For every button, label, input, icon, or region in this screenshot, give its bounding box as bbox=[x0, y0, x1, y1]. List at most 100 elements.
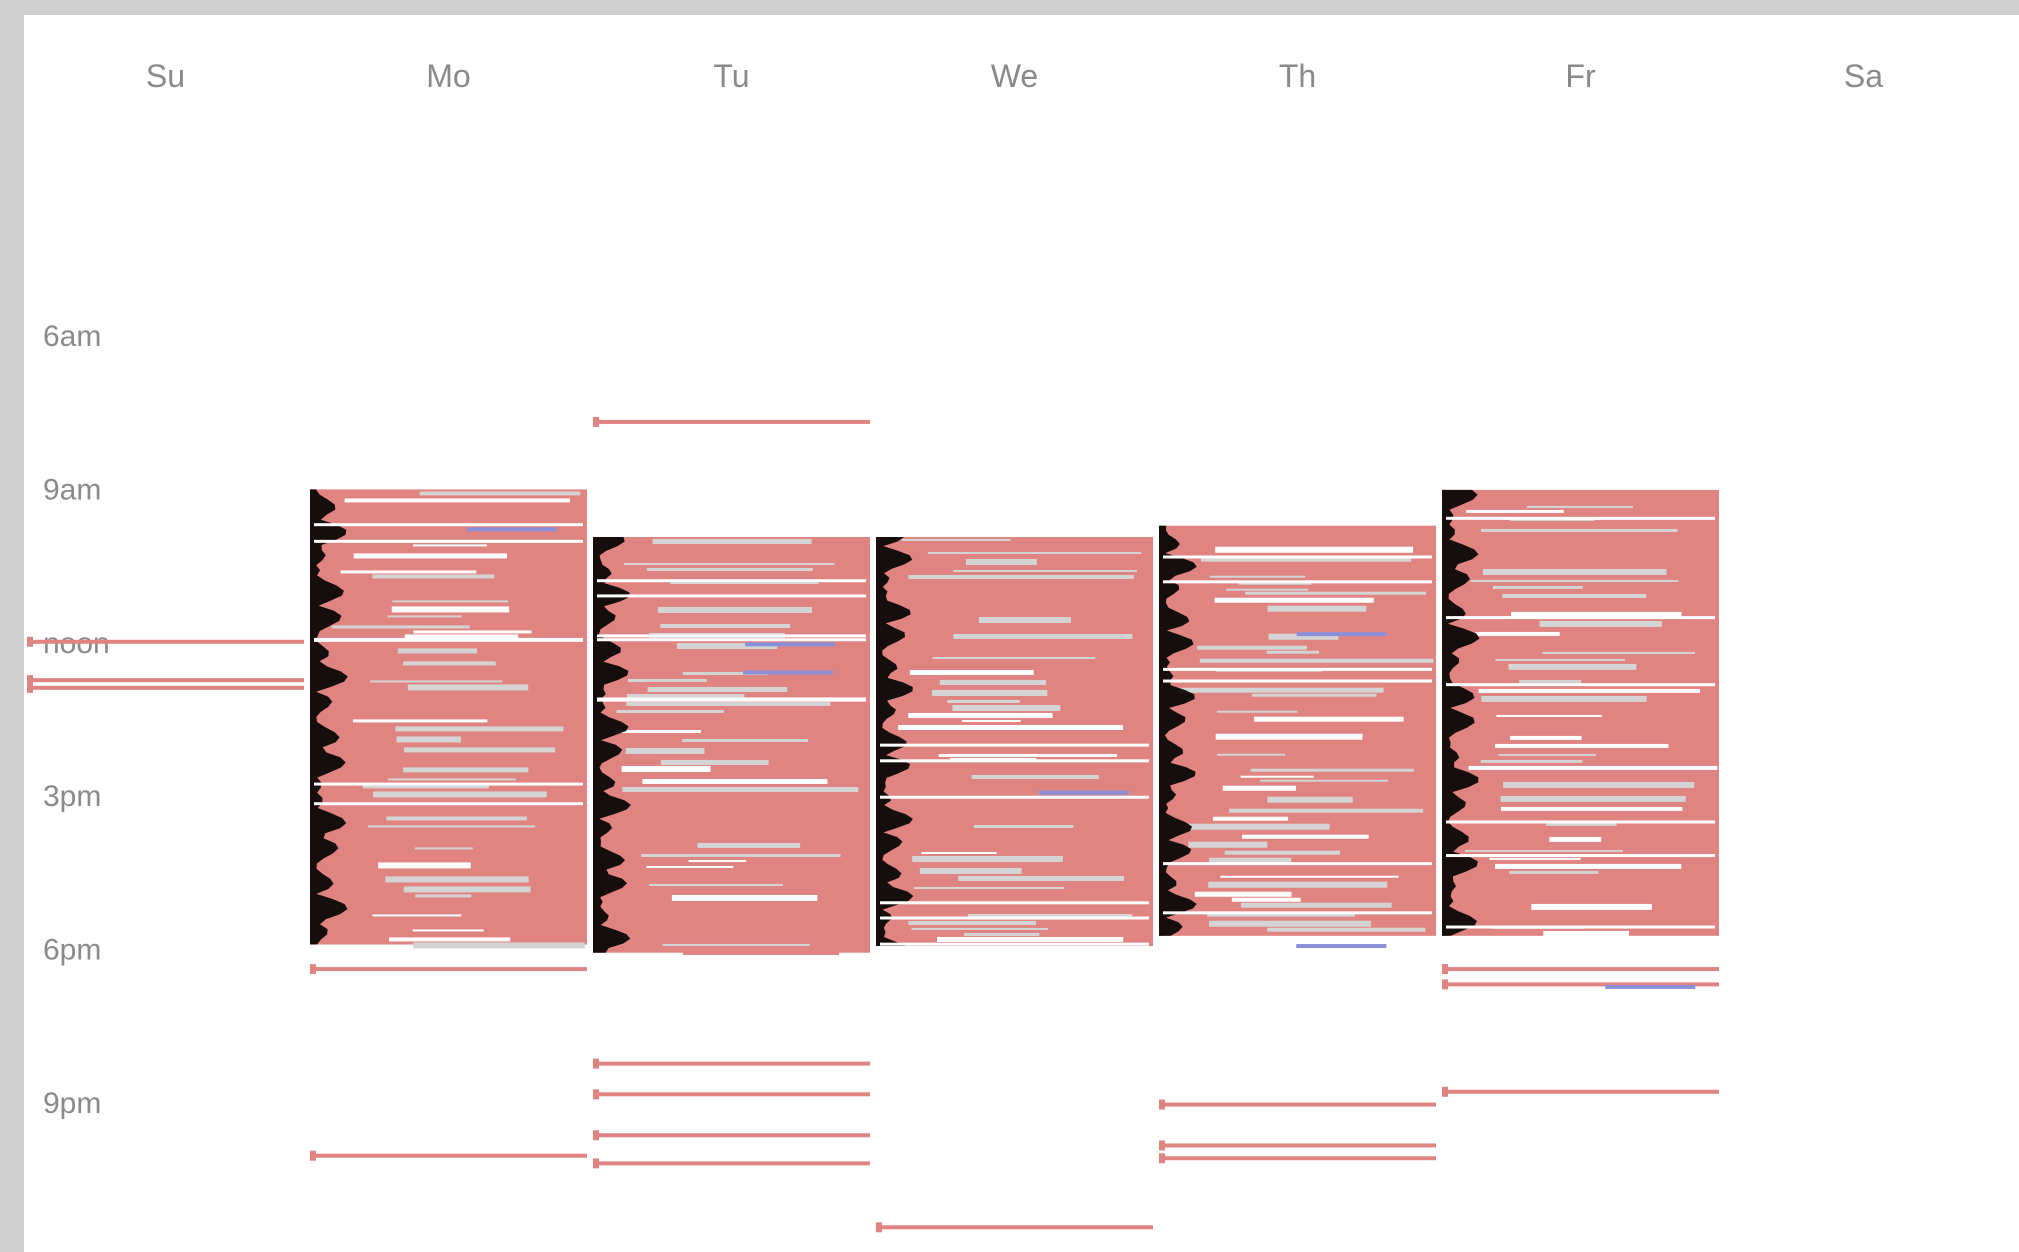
session-bar bbox=[1466, 509, 1564, 513]
session-bar bbox=[1513, 774, 1700, 781]
session-bar bbox=[399, 562, 565, 567]
session-bar bbox=[340, 570, 477, 574]
gap-line bbox=[314, 638, 583, 642]
session-bar bbox=[910, 791, 1053, 797]
gap-line bbox=[1446, 683, 1715, 687]
session-bar bbox=[625, 747, 705, 754]
gap-line bbox=[880, 942, 1149, 946]
session-line-mo bbox=[310, 967, 587, 972]
session-bar bbox=[1495, 743, 1669, 748]
session-bar bbox=[931, 689, 1048, 696]
session-bar bbox=[1230, 761, 1322, 767]
session-bar bbox=[1529, 674, 1678, 679]
session-bar bbox=[628, 594, 758, 601]
time-label-6am: 6am bbox=[43, 320, 101, 353]
session-bar bbox=[701, 813, 847, 819]
session-bar bbox=[1267, 927, 1426, 932]
session-bar bbox=[660, 759, 769, 765]
session-bar bbox=[646, 832, 737, 837]
activity-block-fr bbox=[1442, 489, 1719, 937]
session-bar bbox=[622, 786, 859, 792]
session-bar bbox=[660, 623, 791, 628]
session-bar bbox=[938, 753, 1117, 757]
session-bar bbox=[353, 553, 508, 559]
session-bar bbox=[953, 740, 1041, 746]
session-bar bbox=[953, 814, 1125, 817]
gap-line bbox=[597, 638, 866, 642]
session-bar bbox=[937, 936, 1124, 942]
session-bar bbox=[1496, 714, 1602, 717]
session-bar bbox=[357, 591, 571, 597]
gap-line bbox=[597, 594, 866, 598]
session-bar bbox=[688, 859, 747, 862]
gap-line bbox=[880, 901, 1149, 905]
session-bar bbox=[919, 767, 1076, 771]
session-marker bbox=[593, 1130, 599, 1141]
day-label-we: We bbox=[991, 58, 1038, 94]
session-bar bbox=[1266, 650, 1319, 654]
session-bar bbox=[1488, 702, 1573, 706]
session-bar bbox=[1216, 710, 1298, 713]
session-bar bbox=[622, 804, 755, 810]
session-bar bbox=[909, 669, 1034, 675]
session-bar bbox=[1211, 567, 1411, 572]
session-bar bbox=[647, 686, 788, 692]
session-bar bbox=[389, 937, 511, 942]
session-bar bbox=[379, 898, 458, 905]
session-bar bbox=[970, 803, 1081, 810]
session-bar bbox=[1194, 891, 1292, 897]
session-bar bbox=[1251, 693, 1377, 697]
session-bar bbox=[626, 701, 831, 706]
session-bar bbox=[921, 851, 997, 854]
session-bar bbox=[1508, 663, 1637, 670]
day-label-sa: Sa bbox=[1844, 58, 1883, 94]
session-line-fr bbox=[1442, 1089, 1719, 1094]
session-bar bbox=[958, 875, 1124, 881]
session-bar bbox=[908, 712, 1053, 718]
session-bar bbox=[413, 544, 487, 547]
gap-line bbox=[597, 579, 866, 583]
session-bar bbox=[978, 580, 1145, 585]
session-bar bbox=[657, 606, 813, 613]
session-marker bbox=[1442, 964, 1448, 975]
session-bar bbox=[391, 606, 510, 613]
gap-line bbox=[314, 802, 583, 806]
session-bar bbox=[944, 665, 1129, 668]
session-bar bbox=[1513, 525, 1584, 528]
session-line-tu bbox=[593, 1161, 870, 1166]
session-line-tu bbox=[593, 419, 870, 424]
session-bar bbox=[413, 630, 532, 634]
session-bar bbox=[1498, 753, 1596, 756]
session-bar bbox=[898, 724, 1124, 730]
session-bar bbox=[619, 890, 733, 894]
session-bar bbox=[662, 943, 810, 946]
session-bar bbox=[1465, 849, 1623, 852]
session-marker bbox=[1159, 1099, 1165, 1110]
session-bar bbox=[395, 726, 564, 732]
session-bar bbox=[1246, 534, 1368, 541]
session-bar bbox=[1495, 658, 1625, 661]
session-bar bbox=[693, 661, 759, 668]
session-bar bbox=[372, 914, 462, 917]
gap-line bbox=[597, 634, 866, 638]
session-bar bbox=[621, 765, 711, 772]
gap-line bbox=[880, 759, 1149, 763]
session-bar bbox=[414, 847, 473, 850]
session-bar bbox=[908, 574, 1135, 579]
session-bar bbox=[1231, 897, 1301, 902]
session-bar bbox=[384, 922, 567, 926]
session-bar bbox=[953, 633, 1133, 639]
gap-line bbox=[314, 523, 583, 527]
session-bar bbox=[1241, 902, 1392, 908]
day-label-tu: Tu bbox=[713, 58, 749, 94]
session-bar bbox=[1543, 729, 1652, 734]
session-bar bbox=[1254, 716, 1404, 722]
session-bar bbox=[939, 679, 1047, 685]
session-bar bbox=[644, 658, 854, 661]
session-bar bbox=[975, 797, 1123, 801]
session-bar bbox=[1531, 903, 1652, 910]
session-bar bbox=[372, 574, 495, 579]
session-bar bbox=[682, 671, 769, 675]
session-bar bbox=[931, 906, 1149, 913]
session-bar bbox=[1502, 593, 1647, 598]
